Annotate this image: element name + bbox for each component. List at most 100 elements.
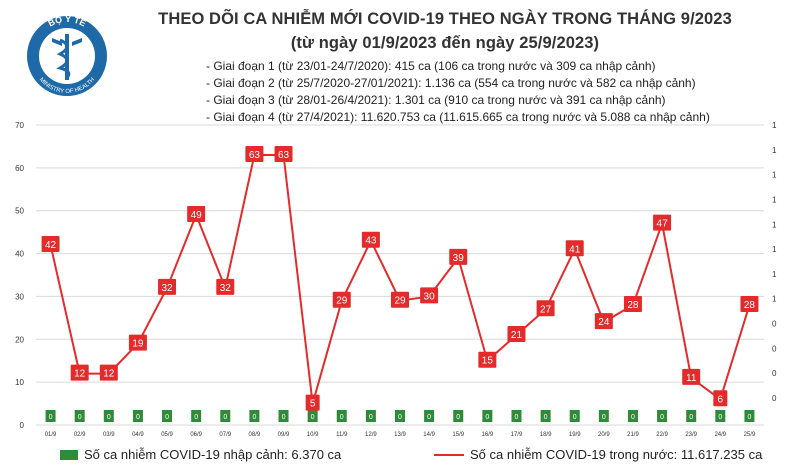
data-label: 28 [744, 300, 756, 311]
x-tick-label: 17/9 [511, 432, 523, 438]
bar-imported [715, 410, 726, 422]
bar-imported [686, 410, 697, 422]
bar-imported [74, 410, 85, 422]
x-tick-label: 24/9 [714, 432, 726, 438]
data-label: 41 [569, 244, 581, 255]
x-tick-label: 14/9 [423, 432, 435, 438]
data-label-box [274, 146, 293, 162]
legend-domestic-label: Số ca nhiễm COVID-19 trong nước: 11.617.… [470, 447, 763, 462]
y-tick-left: 60 [15, 164, 24, 173]
bar-data-label: 0 [340, 414, 344, 421]
bar-data-label: 0 [252, 414, 256, 421]
data-label: 29 [336, 296, 348, 307]
data-label-box [305, 394, 320, 411]
data-label: 12 [74, 369, 86, 380]
bar-data-label: 0 [194, 414, 198, 421]
data-label: 28 [627, 300, 639, 311]
bar-imported [453, 410, 464, 422]
bar-data-label: 0 [544, 414, 548, 421]
y-tick-left: 10 [15, 378, 24, 387]
data-label: 29 [394, 296, 406, 307]
y-tick-right: 1 [772, 220, 777, 229]
data-label-box [653, 214, 672, 231]
bar-data-label: 0 [136, 414, 140, 421]
data-label: 42 [45, 240, 57, 251]
data-label: 32 [220, 283, 232, 294]
bar-imported [511, 410, 522, 422]
data-label: 47 [657, 219, 669, 230]
bar-imported [307, 410, 318, 422]
phase-item: - Giai đoạn 1 (từ 23/01-24/7/2020): 415 … [206, 59, 656, 73]
x-tick-label: 13/9 [394, 432, 406, 438]
x-tick-label: 10/9 [307, 432, 319, 438]
bar-imported [103, 410, 114, 422]
y-tick-left: 50 [15, 207, 24, 216]
data-label: 49 [191, 210, 203, 221]
y-tick-left: 0 [20, 421, 25, 430]
data-label: 27 [540, 304, 552, 315]
bar-data-label: 0 [631, 414, 635, 421]
x-tick-label: 05/9 [161, 432, 173, 438]
legend-line-swatch [434, 453, 464, 456]
bar-imported [45, 410, 56, 422]
bar-imported [132, 410, 143, 422]
legend-imported: Số ca nhiễm COVID-19 nhập cảnh: 6.370 ca [60, 447, 341, 462]
bar-imported [627, 410, 638, 422]
bar-imported [365, 410, 376, 422]
bar-data-label: 0 [515, 414, 519, 421]
x-tick-label: 19/9 [569, 432, 581, 438]
y-tick-left: 40 [15, 250, 24, 259]
y-tick-right: 1 [772, 270, 777, 279]
x-tick-label: 16/9 [482, 432, 494, 438]
bar-data-label: 0 [747, 414, 751, 421]
data-label-box [187, 206, 206, 222]
data-label: 15 [482, 356, 494, 367]
y-tick-right: 0 [772, 344, 777, 353]
x-tick-label: 02/9 [74, 432, 86, 438]
bar-imported [191, 410, 202, 422]
data-label-box [245, 146, 264, 162]
x-tick-label: 06/9 [190, 432, 202, 438]
data-label-box [158, 278, 177, 295]
data-label-box [128, 334, 147, 351]
data-label-box [713, 390, 728, 407]
x-tick-label: 25/9 [744, 432, 756, 438]
y-tick-left: 30 [15, 292, 24, 301]
y-tick-right: 0 [772, 320, 777, 329]
bar-data-label: 0 [311, 414, 315, 421]
data-label: 63 [278, 150, 290, 161]
bar-imported [336, 410, 347, 422]
logo-text: BỘ Y TẾ [46, 13, 87, 28]
data-label-box [99, 364, 118, 381]
y-tick-right: 0 [772, 394, 777, 403]
data-label-box [565, 240, 584, 257]
x-tick-label: 04/9 [132, 432, 144, 438]
data-label: 39 [453, 253, 465, 264]
data-label: 11 [686, 373, 697, 384]
data-label-box [536, 300, 555, 317]
bar-data-label: 0 [282, 414, 286, 421]
legend-imported-label: Số ca nhiễm COVID-19 nhập cảnh: 6.370 ca [84, 447, 342, 462]
ministry-of-health-logo: BỘ Y TẾ MINISTRY OF HEALTH [27, 13, 107, 96]
bar-data-label: 0 [165, 414, 169, 421]
bar-imported [162, 410, 173, 422]
bar-data-label: 0 [427, 414, 431, 421]
x-tick-label: 03/9 [103, 432, 115, 438]
bar-data-label: 0 [398, 414, 402, 421]
bar-data-label: 0 [223, 414, 227, 421]
data-label: 63 [249, 150, 261, 161]
data-label: 6 [718, 394, 724, 405]
bar-data-label: 0 [689, 414, 693, 421]
x-tick-label: 15/9 [452, 432, 464, 438]
bar-imported [598, 410, 609, 422]
phase-item: - Giai đoạn 2 (từ 25/7/2020-27/01/2021):… [206, 76, 696, 90]
bar-data-label: 0 [602, 414, 606, 421]
data-label-box [41, 236, 60, 252]
data-label-box [623, 296, 642, 312]
bar-data-label: 0 [107, 414, 111, 421]
chart-subtitle: (từ ngày 01/9/2023 đến ngày 25/9/2023) [290, 34, 600, 52]
data-label-box [682, 368, 701, 385]
data-label-box [449, 248, 468, 265]
x-tick-label: 18/9 [540, 432, 552, 438]
